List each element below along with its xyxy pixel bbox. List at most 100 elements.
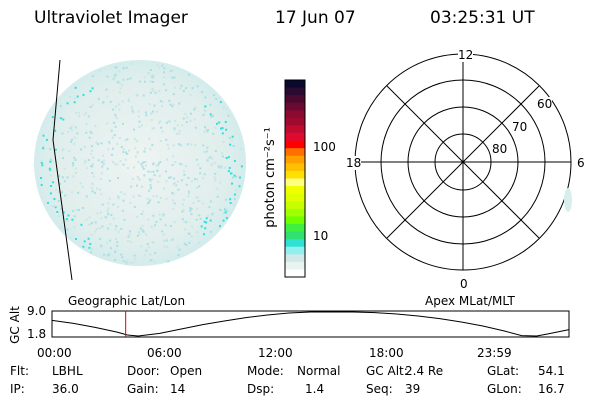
- image-pixel: [160, 126, 163, 129]
- colorbar-band: [285, 140, 305, 149]
- image-pixel: [126, 259, 129, 262]
- image-pixel: [149, 199, 152, 202]
- image-pixel: [138, 178, 141, 181]
- image-pixel: [232, 176, 235, 179]
- image-pixel: [108, 197, 111, 200]
- image-pixel: [149, 69, 152, 72]
- image-pixel: [109, 247, 112, 250]
- image-pixel: [126, 78, 129, 81]
- image-pixel: [74, 126, 77, 129]
- image-pixel: [57, 215, 60, 218]
- image-pixel: [151, 240, 154, 243]
- image-pixel: [106, 122, 109, 125]
- image-pixel: [192, 202, 195, 205]
- image-pixel: [165, 138, 168, 141]
- image-pixel: [198, 199, 201, 202]
- image-pixel: [190, 143, 193, 146]
- image-pixel: [214, 126, 217, 129]
- image-pixel: [110, 153, 113, 156]
- image-pixel: [72, 164, 75, 167]
- colorbar-band: [285, 208, 305, 217]
- image-pixel: [156, 169, 159, 172]
- image-pixel: [109, 100, 112, 103]
- image-pixel: [82, 93, 85, 96]
- image-pixel: [189, 207, 192, 210]
- image-pixel: [217, 165, 220, 168]
- image-pixel: [195, 196, 198, 199]
- image-pixel: [114, 115, 117, 118]
- info-label: Flt:: [10, 364, 29, 378]
- image-pixel: [157, 180, 160, 183]
- info-value: Normal: [297, 364, 341, 378]
- image-pixel: [144, 147, 147, 150]
- image-pixel: [112, 203, 115, 206]
- image-pixel: [60, 207, 63, 210]
- image-pixel: [161, 64, 164, 67]
- image-pixel: [85, 167, 88, 170]
- image-pixel: [232, 144, 235, 147]
- image-pixel: [101, 225, 104, 228]
- image-pixel: [112, 121, 115, 124]
- image-pixel: [114, 74, 117, 77]
- image-pixel: [45, 138, 48, 141]
- image-pixel: [190, 207, 193, 210]
- image-pixel: [196, 196, 199, 199]
- image-pixel: [76, 132, 79, 135]
- image-pixel: [106, 241, 109, 244]
- image-pixel: [194, 143, 197, 146]
- image-pixel: [194, 126, 197, 129]
- image-pixel: [73, 142, 76, 145]
- image-pixel: [83, 113, 86, 116]
- image-pixel: [169, 176, 172, 179]
- image-pixel: [73, 226, 76, 229]
- image-pixel: [116, 81, 119, 84]
- image-pixel: [206, 159, 209, 162]
- image-pixel: [74, 167, 77, 170]
- apex-label: Apex MLat/MLT: [425, 294, 515, 308]
- image-pixel: [152, 110, 155, 113]
- image-pixel: [185, 121, 188, 124]
- image-pixel: [204, 105, 207, 108]
- image-pixel: [214, 172, 217, 175]
- x-tick-3: 18:00: [369, 346, 404, 360]
- image-pixel: [51, 204, 54, 207]
- image-pixel: [163, 239, 166, 242]
- image-pixel: [181, 124, 184, 127]
- image-pixel: [40, 162, 43, 165]
- image-pixel: [227, 114, 230, 117]
- image-pixel: [178, 132, 181, 135]
- image-pixel: [139, 227, 142, 230]
- colorbar-band: [285, 117, 305, 126]
- image-pixel: [141, 185, 144, 188]
- image-pixel: [161, 130, 164, 133]
- image-pixel: [212, 132, 215, 135]
- image-pixel: [182, 90, 185, 93]
- image-pixel: [80, 223, 83, 226]
- image-pixel: [169, 70, 172, 73]
- image-pixel: [59, 182, 62, 185]
- image-pixel: [139, 80, 142, 83]
- y-axis-label: GC Alt: [7, 306, 22, 344]
- image-pixel: [40, 176, 43, 179]
- image-pixel: [77, 191, 80, 194]
- image-pixel: [112, 217, 115, 220]
- image-pixel: [110, 129, 113, 132]
- image-pixel: [231, 135, 234, 138]
- image-pixel: [142, 94, 145, 97]
- image-pixel: [151, 144, 154, 147]
- image-pixel: [141, 162, 144, 165]
- image-pixel: [137, 115, 140, 118]
- image-pixel: [165, 197, 168, 200]
- image-pixel: [100, 217, 103, 220]
- image-pixel: [181, 210, 184, 213]
- image-pixel: [233, 174, 236, 177]
- image-pixel: [81, 185, 84, 188]
- image-pixel: [72, 175, 75, 178]
- image-pixel: [89, 90, 92, 93]
- image-pixel: [166, 246, 169, 249]
- image-pixel: [136, 175, 139, 178]
- image-pixel: [178, 248, 181, 251]
- image-pixel: [157, 66, 160, 69]
- image-pixel: [210, 115, 213, 118]
